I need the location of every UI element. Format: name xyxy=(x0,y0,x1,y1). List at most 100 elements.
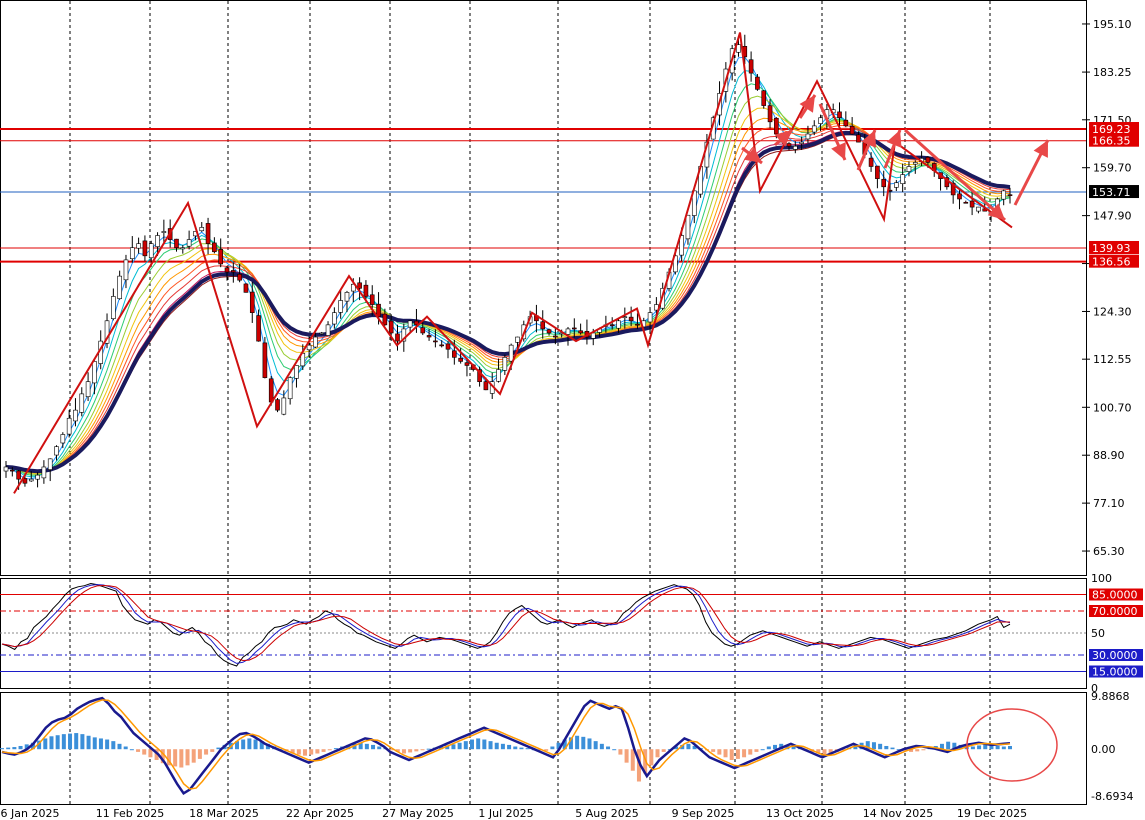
macd-histogram-bar xyxy=(30,742,35,750)
candle-body xyxy=(199,227,205,232)
ma-ribbon-line xyxy=(5,130,1011,472)
main-price-panel: 195.10183.25171.50159.70147.90136.10124.… xyxy=(0,0,1139,576)
candle-body xyxy=(218,249,223,265)
macd-histogram-bar xyxy=(439,746,444,750)
macd-histogram-bar xyxy=(296,749,301,755)
candle-body xyxy=(546,329,552,334)
macd-histogram-bar xyxy=(507,744,512,750)
candle-body xyxy=(761,90,767,106)
macd-histogram-bar xyxy=(630,749,635,771)
macd-histogram-bar xyxy=(123,746,128,750)
macd-histogram-bar xyxy=(544,749,549,751)
macd-histogram-bar xyxy=(12,747,17,750)
candle-body xyxy=(407,320,413,328)
macd-histogram-bar xyxy=(253,739,258,750)
candle-body xyxy=(294,365,299,379)
macd-histogram-bar xyxy=(624,749,629,763)
macd-histogram-bar xyxy=(358,742,363,750)
macd-histogram-bar xyxy=(946,741,951,750)
candle-body xyxy=(685,214,691,240)
y-tick-label: 147.90 xyxy=(1093,210,1132,223)
macd-histogram-bar xyxy=(401,749,406,754)
candle-body xyxy=(767,105,773,123)
candle-body xyxy=(85,381,91,398)
macd-histogram-bar xyxy=(216,747,221,750)
macd-histogram-bar xyxy=(865,741,870,750)
rsi-level-label: 15.0000 xyxy=(1092,666,1138,679)
macd-histogram-bar xyxy=(333,748,338,750)
macd-histogram-bar xyxy=(568,737,573,750)
candle-body xyxy=(515,336,520,343)
candle-body xyxy=(325,324,331,336)
macd-histogram-bar xyxy=(500,743,505,750)
candle-body xyxy=(249,291,255,313)
rsi-level-label: 30.0000 xyxy=(1092,649,1138,662)
candle-body xyxy=(458,357,463,362)
rsi-line xyxy=(1,584,1011,664)
y-tick-label: 112.55 xyxy=(1093,353,1132,366)
candle-body xyxy=(609,324,615,326)
candle-body xyxy=(41,466,47,479)
candle-body xyxy=(969,200,975,208)
candle-body xyxy=(224,267,230,273)
macd-histogram-bar xyxy=(37,740,42,750)
macd-histogram-bar xyxy=(259,741,264,750)
price-label: 139.93 xyxy=(1092,242,1131,255)
rsi-tick-label: 0 xyxy=(1091,682,1098,695)
candle-body xyxy=(54,446,59,456)
macd-line xyxy=(1,696,1011,795)
rsi-level-label: 85.0000 xyxy=(1092,589,1138,602)
macd-histogram-bar xyxy=(970,746,975,750)
price-label-box xyxy=(1089,240,1139,254)
candle-body xyxy=(957,193,962,200)
candle-body xyxy=(243,283,249,293)
candle-body xyxy=(1001,190,1006,200)
candle-body xyxy=(483,381,489,391)
macd-histogram-bar xyxy=(476,738,481,750)
macd-histogram-bar xyxy=(445,745,450,750)
macd-histogram-bar xyxy=(92,737,97,750)
candle-body xyxy=(92,361,97,384)
candle-body xyxy=(16,470,21,480)
candle-body xyxy=(3,466,9,472)
macd-histogram-bar xyxy=(729,749,734,760)
macd-histogram-bar xyxy=(321,749,326,752)
macd-histogram-bar xyxy=(315,749,320,754)
y-tick-label: 88.90 xyxy=(1093,449,1125,462)
macd-histogram-bar xyxy=(420,749,425,751)
candle-body xyxy=(736,44,741,53)
price-label: 166.35 xyxy=(1092,135,1131,148)
ma-ribbon-line xyxy=(5,107,1011,474)
macd-histogram-bar xyxy=(915,749,920,752)
candle-body xyxy=(174,238,179,249)
candle-body xyxy=(350,283,356,292)
candle-body xyxy=(22,478,28,484)
macd-histogram-bar xyxy=(878,743,883,750)
macd-histogram-bar xyxy=(599,743,604,750)
candle-body xyxy=(900,174,905,184)
macd-histogram-bar xyxy=(426,748,431,750)
macd-histogram-bar xyxy=(983,744,988,750)
macd-histogram-bar xyxy=(24,744,29,750)
annotation-arrowhead xyxy=(886,130,902,148)
macd-histogram-bar xyxy=(68,733,73,750)
macd-histogram-bar xyxy=(890,747,895,750)
macd-histogram-bar xyxy=(49,736,54,750)
candle-body xyxy=(344,292,350,302)
macd-histogram-bar xyxy=(191,749,196,763)
macd-histogram-bar xyxy=(896,749,901,751)
macd-histogram-bar xyxy=(371,744,376,750)
y-tick-label: 195.10 xyxy=(1093,18,1132,31)
x-tick-label: 13 Oct 2025 xyxy=(766,807,834,820)
macd-line xyxy=(1,699,1011,790)
macd-histogram-bar xyxy=(55,735,60,750)
candle-body xyxy=(205,223,211,244)
zigzag-line xyxy=(13,32,1013,494)
macd-histogram-bar xyxy=(766,746,771,750)
macd-histogram-bar xyxy=(513,746,518,750)
candle-body xyxy=(117,275,122,299)
candle-body xyxy=(155,235,160,247)
macd-histogram-bar xyxy=(723,749,728,758)
candle-body xyxy=(401,328,407,342)
